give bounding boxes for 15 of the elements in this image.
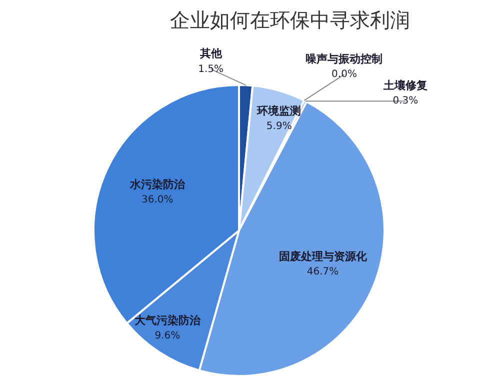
data-label: 36.0% — [141, 194, 174, 206]
chart-title: 企业如何在环保中寻求利润 — [170, 8, 410, 32]
data-label: 1.5% — [198, 64, 224, 75]
data-label: 5.9% — [266, 121, 292, 132]
slice-label: 其他 — [198, 47, 223, 60]
slice-label: 土壤修复 — [382, 78, 428, 92]
data-label: 46.7% — [306, 266, 339, 278]
slice-label: 水污染防治 — [128, 178, 186, 191]
slice-label: 固废处理与资源化 — [278, 250, 368, 263]
data-label: 0.3% — [392, 96, 418, 107]
slice-label: 大气污染防治 — [134, 314, 202, 327]
data-label: 9.6% — [154, 330, 180, 342]
category-label: 噪声与振动控制 — [306, 52, 383, 66]
slice-label: 环境监测 — [256, 104, 302, 118]
text: 0.0% — [332, 69, 357, 80]
